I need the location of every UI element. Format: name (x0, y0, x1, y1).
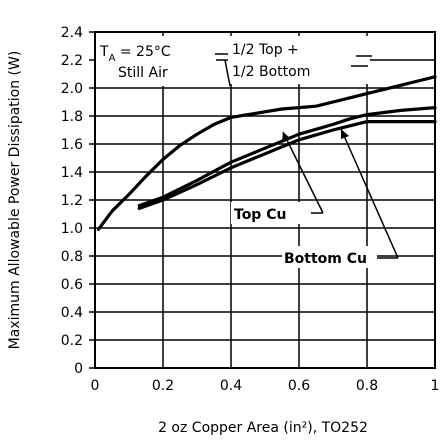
y-tick-label: 1.6 (61, 137, 83, 153)
bottom-cu-arrowhead (341, 129, 349, 139)
half-label-line1: 1/2 Top + (232, 42, 299, 58)
bottom-cu-box (282, 246, 377, 268)
y-tick-label: 2.2 (61, 53, 83, 69)
condition-line1: TA = 25°C (99, 44, 171, 64)
y-tick-label: 2.0 (61, 81, 83, 97)
y-tick-label: 1.2 (61, 193, 83, 209)
x-tick-label: 0.6 (288, 378, 310, 394)
x-tick-label: 0.4 (220, 378, 242, 394)
y-tick-label: 1.8 (61, 109, 83, 125)
condition-line2: Still Air (118, 65, 168, 81)
half-label-line2: 1/2 Bottom (232, 64, 310, 80)
series-bottom-cu (137, 119, 437, 210)
condition-temp: = 25°C (115, 44, 170, 60)
top-cu-label: Top Cu (234, 207, 286, 223)
condition-t: T (99, 44, 109, 60)
top-cu-leader (282, 131, 324, 214)
y-tick-label: 0.8 (61, 249, 83, 265)
x-tick-label: 0 (91, 378, 100, 394)
y-tick-label: 0 (74, 361, 83, 377)
x-tick-labels: 0 0.2 0.4 0.6 0.8 1 (91, 378, 440, 394)
y-tick-label: 1.4 (61, 165, 83, 181)
x-tick-label: 1 (431, 378, 440, 394)
bottom-cu-label: Bottom Cu (284, 251, 367, 267)
top-cu-arrowhead (282, 132, 290, 142)
bottom-cu-leader (340, 128, 399, 259)
y-tick-label: 1.0 (61, 221, 83, 237)
y-tick-label: 0.4 (61, 305, 83, 321)
y-tick-label: 0.2 (61, 333, 83, 349)
series-top-cu (137, 105, 437, 208)
series-half-top-bottom (96, 75, 437, 231)
y-axis-title: Maximum Allowable Power Dissipation (W) (7, 51, 23, 350)
half-leader (224, 59, 231, 87)
top-cu-box (231, 202, 311, 224)
y-tick-label: 0.6 (61, 277, 83, 293)
series-group (96, 75, 437, 231)
y-tick-label: 2.4 (61, 25, 83, 41)
condition-sub-a: A (109, 53, 116, 64)
x-axis-title: 2 oz Copper Area (in²), TO252 (158, 420, 368, 436)
condition-box (96, 36, 216, 86)
x-tick-label: 0.2 (152, 378, 174, 394)
plot-frame (94, 31, 436, 369)
y-tick-labels: 0 0.2 0.4 0.6 0.8 1.0 1.2 1.4 1.6 1.8 2.0 2.2 2.4 (61, 25, 83, 377)
half-box (228, 36, 370, 84)
x-tick-label: 0.8 (356, 378, 378, 394)
